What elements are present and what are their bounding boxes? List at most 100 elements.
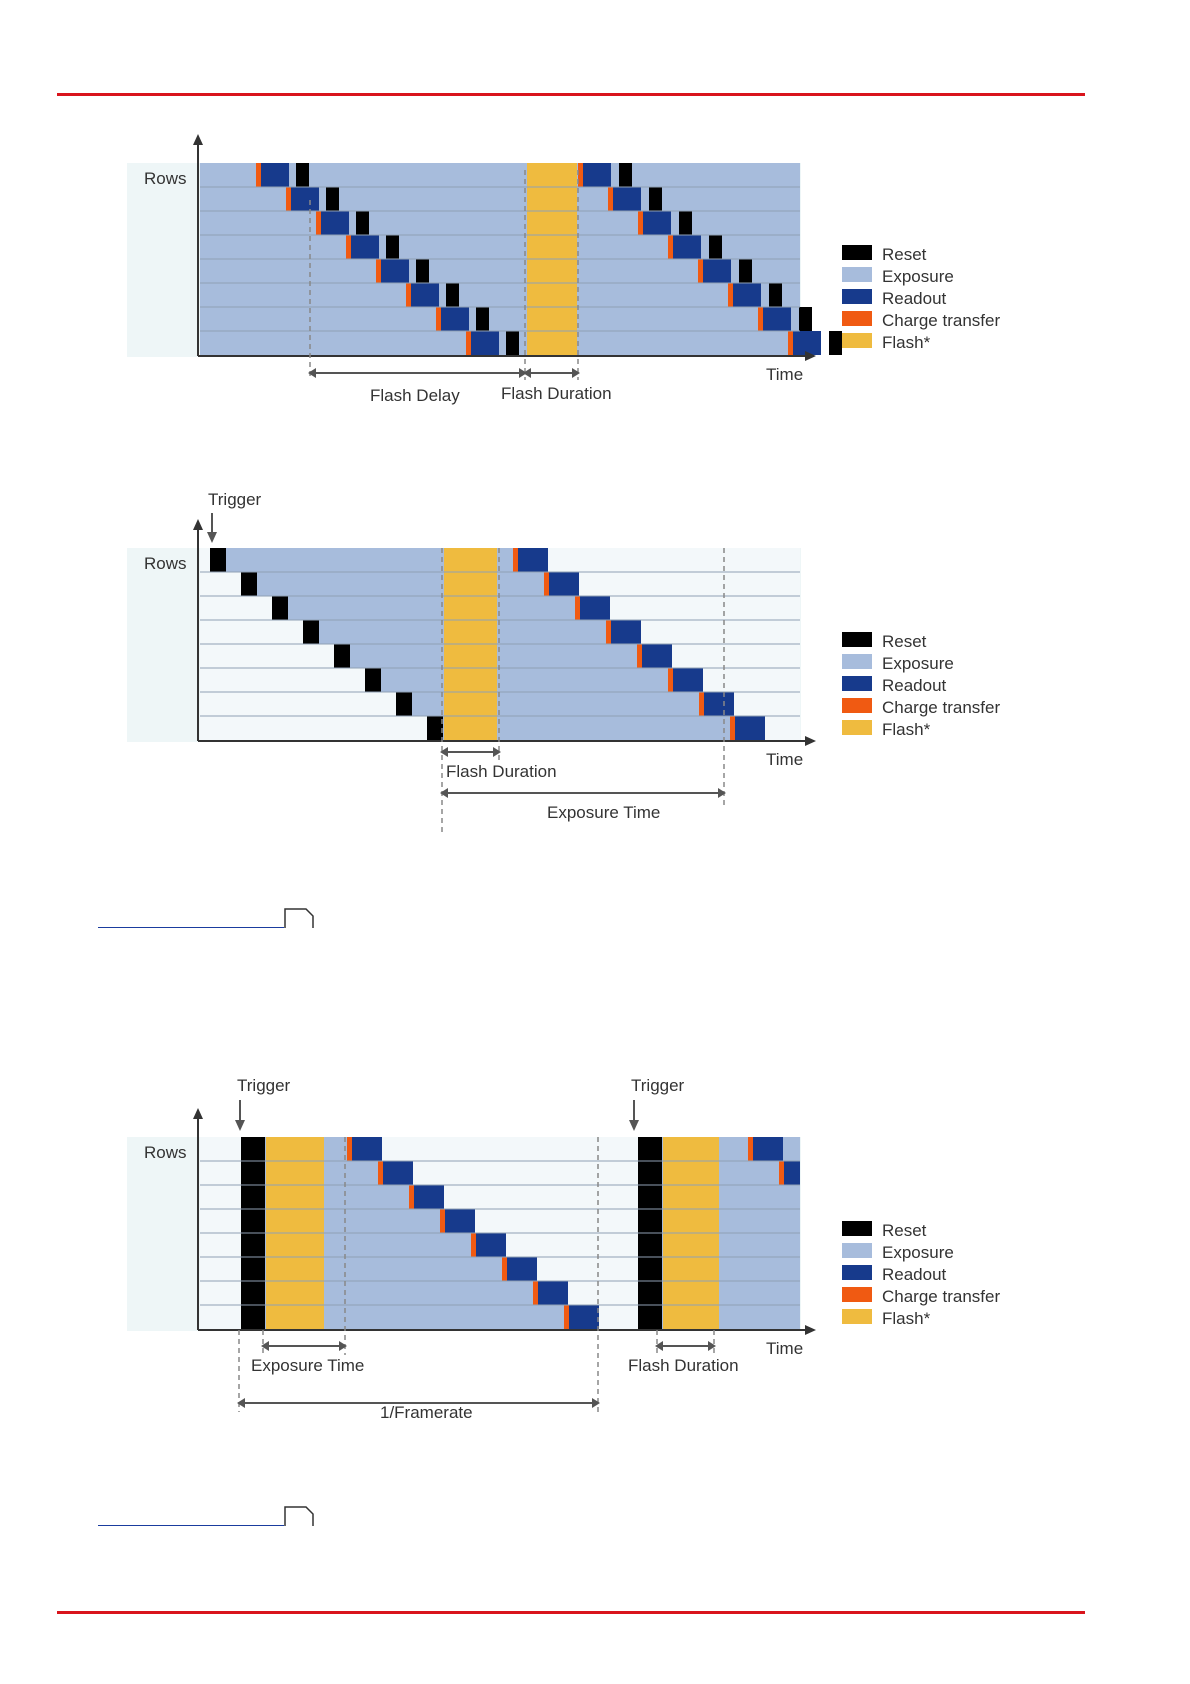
readout-mark — [753, 1137, 783, 1161]
readout-mark — [351, 235, 379, 259]
legend-swatch-readout — [842, 676, 872, 691]
charge-transfer-mark — [316, 211, 321, 235]
legend-label-flash: Flash* — [882, 720, 931, 739]
reset-mark — [476, 307, 489, 331]
reset-mark — [638, 1233, 662, 1257]
charge-transfer-mark — [347, 1137, 352, 1161]
exposure-time-label: Exposure Time — [251, 1356, 364, 1375]
reset-mark — [739, 259, 752, 283]
page-icon — [284, 1506, 314, 1526]
charge-transfer-mark — [346, 235, 351, 259]
reset-mark — [799, 307, 812, 331]
legend-label-charge: Charge transfer — [882, 1287, 1000, 1306]
framerate-label: 1/Framerate — [380, 1403, 473, 1422]
readout-mark — [642, 644, 672, 668]
reset-mark — [356, 211, 369, 235]
reset-mark — [334, 644, 350, 668]
exposure-bar — [288, 596, 582, 620]
readout-mark — [613, 187, 641, 211]
reset-mark — [416, 259, 429, 283]
charge-transfer-mark — [668, 235, 673, 259]
dimension-arrows — [308, 368, 580, 378]
readout-mark — [703, 259, 731, 283]
reset-mark — [241, 1137, 265, 1161]
charge-transfer-mark — [637, 644, 642, 668]
readout-mark — [735, 716, 765, 740]
exposure-bar — [200, 331, 800, 355]
diagram-1: Rows Time Flash Delay Flash Duration Res… — [127, 134, 1000, 405]
reset-mark — [241, 572, 257, 596]
reset-mark — [296, 163, 309, 187]
legend-swatch-readout — [842, 1265, 872, 1280]
link-underline-1[interactable] — [98, 927, 284, 928]
flash-delay-label: Flash Delay — [370, 386, 460, 405]
legend-label-flash: Flash* — [882, 333, 931, 352]
legend-label-readout: Readout — [882, 289, 947, 308]
legend-swatch-exposure — [842, 1243, 872, 1258]
reset-mark — [638, 1161, 662, 1185]
charge-transfer-mark — [286, 187, 291, 211]
reset-mark — [272, 596, 288, 620]
readout-mark — [580, 596, 610, 620]
legend: Reset Exposure Readout Charge transfer Flash… — [842, 245, 1000, 352]
exposure-bar — [200, 211, 800, 235]
charge-transfer-mark — [466, 331, 471, 355]
axes — [193, 519, 816, 746]
legend-swatch-exposure — [842, 267, 872, 282]
reset-mark — [709, 235, 722, 259]
dashed-guides — [441, 548, 725, 832]
readout-mark — [733, 283, 761, 307]
grid — [200, 571, 800, 717]
dimension-arrows — [237, 1341, 716, 1408]
reset-mark — [241, 1257, 265, 1281]
page-icon — [284, 908, 314, 928]
reset-mark — [326, 187, 339, 211]
readout-mark — [414, 1185, 444, 1209]
reset-mark — [241, 1209, 265, 1233]
readout-mark — [569, 1305, 599, 1329]
legend-label-exposure: Exposure — [882, 267, 954, 286]
rows-label: Rows — [144, 1143, 187, 1162]
charge-transfer-mark — [698, 259, 703, 283]
legend-swatch-charge — [842, 311, 872, 326]
reset-mark — [829, 331, 842, 355]
readout-mark — [518, 548, 548, 572]
legend-swatch-readout — [842, 289, 872, 304]
legend-label-charge: Charge transfer — [882, 311, 1000, 330]
reset-mark — [427, 716, 443, 740]
readout-mark — [291, 187, 319, 211]
link-underline-2[interactable] — [98, 1525, 284, 1526]
readout-mark — [381, 259, 409, 283]
legend-label-readout: Readout — [882, 1265, 947, 1284]
axes — [193, 134, 816, 361]
readout-mark — [673, 235, 701, 259]
axes — [193, 1108, 816, 1335]
rows-label: Rows — [144, 554, 187, 573]
charge-transfer-mark — [409, 1185, 414, 1209]
readout-mark — [704, 692, 734, 716]
legend-swatch-charge — [842, 1287, 872, 1302]
exposure-bar — [200, 283, 800, 307]
flash-duration-label: Flash Duration — [501, 384, 612, 403]
charge-transfer-mark — [440, 1209, 445, 1233]
readout-mark — [583, 163, 611, 187]
reset-mark — [638, 1137, 662, 1161]
legend-swatch-flash — [842, 1309, 872, 1324]
legend-label-reset: Reset — [882, 632, 927, 651]
readout-mark — [471, 331, 499, 355]
exposure-bar — [381, 668, 675, 692]
charge-transfer-mark — [513, 548, 518, 572]
charge-transfer-mark — [502, 1257, 507, 1281]
readout-mark — [261, 163, 289, 187]
legend-label-charge: Charge transfer — [882, 698, 1000, 717]
charge-transfer-mark — [699, 692, 704, 716]
charge-transfer-mark — [471, 1233, 476, 1257]
charge-transfer-mark — [533, 1281, 538, 1305]
reset-mark — [619, 163, 632, 187]
time-label: Time — [766, 365, 803, 384]
time-label: Time — [766, 750, 803, 769]
readout-mark — [507, 1257, 537, 1281]
reset-mark — [638, 1185, 662, 1209]
legend-swatch-flash — [842, 720, 872, 735]
readout-mark — [441, 307, 469, 331]
